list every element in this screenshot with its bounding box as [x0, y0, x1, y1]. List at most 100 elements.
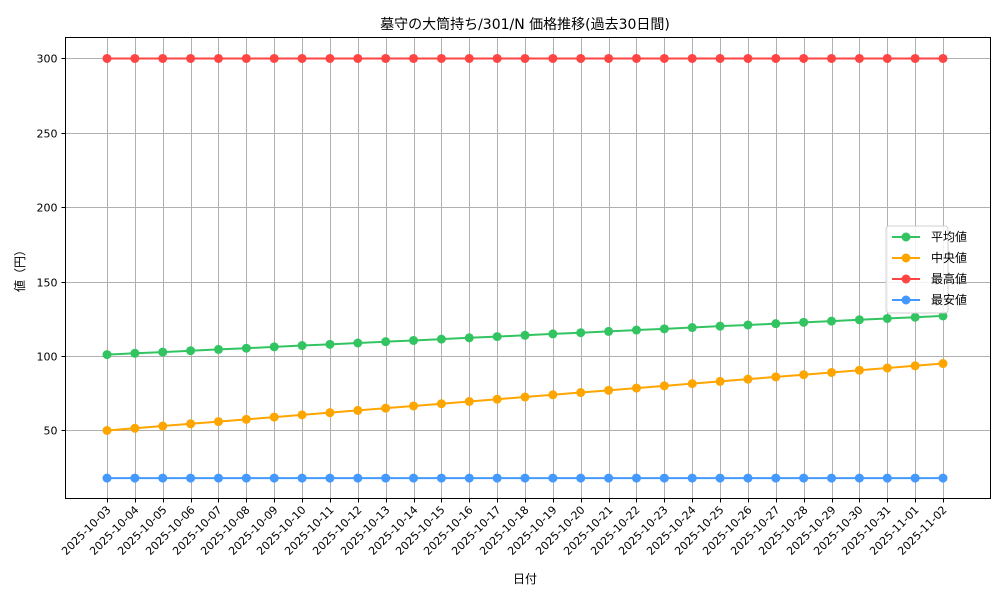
data-point	[381, 337, 391, 347]
data-point	[381, 473, 391, 483]
chart-title: 墓守の大筒持ち/301/N 価格推移(過去30日間)	[380, 16, 670, 33]
data-point	[297, 341, 307, 351]
data-point	[910, 312, 920, 322]
data-point	[186, 419, 196, 429]
data-point	[297, 473, 307, 483]
data-point	[771, 473, 781, 483]
data-point	[186, 473, 196, 483]
data-point	[325, 53, 335, 63]
data-point	[241, 343, 251, 353]
data-point	[409, 401, 419, 411]
data-point	[854, 473, 864, 483]
data-point	[882, 53, 892, 63]
data-point	[771, 319, 781, 329]
data-point	[436, 473, 446, 483]
data-point	[158, 347, 168, 357]
data-point	[464, 473, 474, 483]
data-point	[631, 473, 641, 483]
data-point	[269, 342, 279, 352]
data-point	[938, 53, 948, 63]
data-point	[381, 403, 391, 413]
data-point	[241, 473, 251, 483]
series-2	[102, 53, 948, 63]
data-point	[297, 410, 307, 420]
data-point	[687, 53, 697, 63]
data-point	[715, 376, 725, 386]
data-point	[771, 372, 781, 382]
data-point	[631, 53, 641, 63]
data-point	[548, 329, 558, 339]
data-point	[743, 473, 753, 483]
data-point	[715, 321, 725, 331]
data-point	[213, 53, 223, 63]
legend-marker	[901, 295, 911, 305]
data-point	[436, 399, 446, 409]
data-point	[464, 333, 474, 343]
data-point	[241, 53, 251, 63]
data-point	[827, 367, 837, 377]
data-point	[102, 53, 112, 63]
data-point	[158, 473, 168, 483]
data-point	[464, 53, 474, 63]
legend-marker	[901, 232, 911, 242]
data-point	[520, 473, 530, 483]
legend-label: 中央値	[931, 250, 967, 265]
data-point	[659, 324, 669, 334]
data-point	[492, 473, 502, 483]
data-point	[799, 53, 809, 63]
data-point	[576, 328, 586, 338]
series-1	[102, 359, 948, 435]
data-point	[687, 323, 697, 333]
data-point	[130, 423, 140, 433]
data-point	[715, 473, 725, 483]
data-point	[548, 473, 558, 483]
data-point	[938, 311, 948, 321]
y-tick-label: 200	[37, 202, 58, 215]
data-point	[213, 344, 223, 354]
legend-frame	[885, 225, 949, 314]
data-point	[492, 53, 502, 63]
data-point	[604, 53, 614, 63]
data-point	[631, 383, 641, 393]
data-point	[409, 335, 419, 345]
data-point	[353, 53, 363, 63]
data-point	[743, 374, 753, 384]
data-point	[269, 53, 279, 63]
data-point	[743, 320, 753, 330]
data-point	[548, 390, 558, 400]
data-point	[520, 53, 530, 63]
data-point	[854, 365, 864, 375]
data-point	[576, 473, 586, 483]
legend-label: 最高値	[931, 271, 967, 286]
data-point	[158, 421, 168, 431]
data-point	[269, 473, 279, 483]
data-point	[659, 473, 669, 483]
data-point	[241, 414, 251, 424]
data-point	[743, 53, 753, 63]
data-point	[799, 473, 809, 483]
data-point	[409, 53, 419, 63]
data-point	[409, 473, 419, 483]
data-point	[353, 405, 363, 415]
data-point	[464, 396, 474, 406]
data-point	[687, 473, 697, 483]
data-point	[186, 53, 196, 63]
data-point	[576, 388, 586, 398]
data-point	[158, 53, 168, 63]
data-point	[436, 53, 446, 63]
data-point	[604, 473, 614, 483]
data-point	[436, 334, 446, 344]
data-point	[882, 473, 892, 483]
series-0	[102, 311, 948, 360]
legend-label: 最安値	[931, 292, 967, 307]
data-point	[213, 417, 223, 427]
data-point	[910, 361, 920, 371]
data-point	[102, 473, 112, 483]
plot-frame	[65, 37, 991, 499]
data-point	[771, 53, 781, 63]
data-point	[882, 363, 892, 373]
data-point	[353, 473, 363, 483]
legend-label: 平均値	[931, 229, 967, 244]
data-point	[520, 392, 530, 402]
